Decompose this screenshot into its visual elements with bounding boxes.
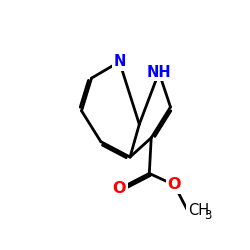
- Text: CH: CH: [188, 204, 209, 218]
- Text: N: N: [113, 54, 126, 69]
- Text: O: O: [113, 181, 126, 196]
- Text: NH: NH: [146, 65, 171, 80]
- Text: 3: 3: [204, 209, 212, 222]
- Text: O: O: [168, 178, 181, 192]
